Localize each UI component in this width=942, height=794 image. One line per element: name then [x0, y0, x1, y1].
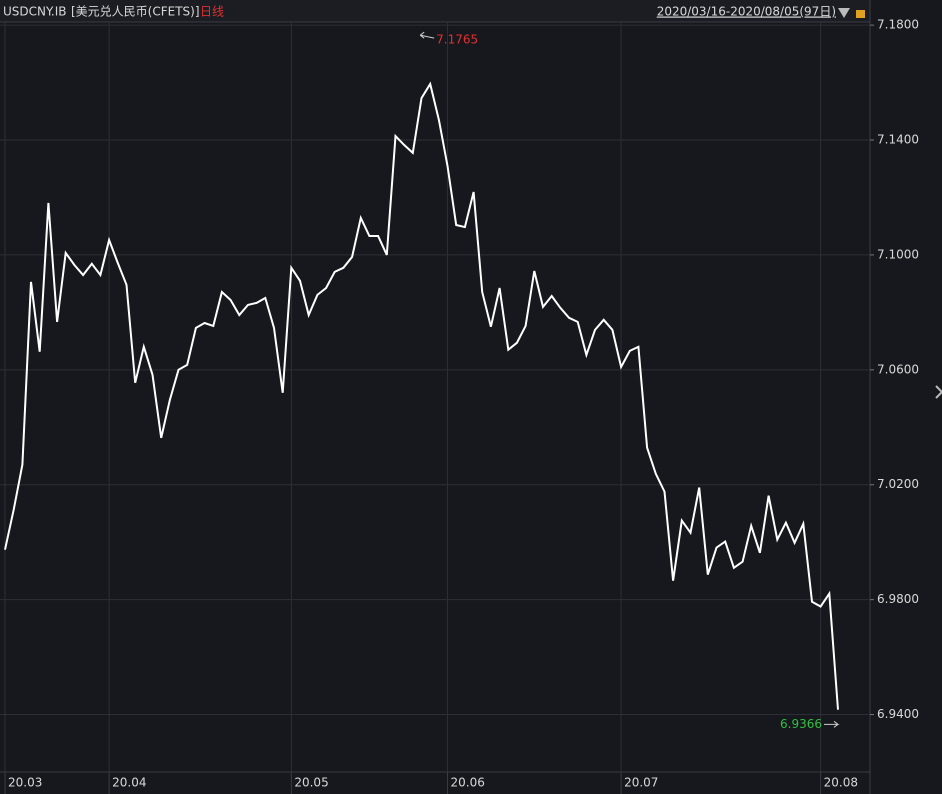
- y-tick-label: 7.1400: [877, 133, 919, 147]
- high-label: 7.1765: [436, 33, 478, 47]
- y-tick-label: 6.9400: [877, 707, 919, 721]
- x-tick-label: 20.08: [824, 776, 858, 790]
- x-tick-label: 20.04: [112, 776, 146, 790]
- symbol: USDCNY.IB: [3, 5, 66, 19]
- expand-arrow[interactable]: [935, 385, 942, 399]
- x-tick-label: 20.07: [624, 776, 658, 790]
- lock-icon[interactable]: [856, 10, 865, 18]
- date-range[interactable]: 2020/03/16-2020/08/05(97日): [657, 5, 836, 19]
- low-label: 6.9366: [780, 717, 822, 731]
- high-arrow: [419, 31, 435, 39]
- instrument-name: [美元兑人民币(CFETS)]: [71, 5, 200, 19]
- y-tick-label: 7.0200: [877, 477, 919, 491]
- x-tick-label: 20.03: [8, 776, 42, 790]
- header-bar: [0, 0, 870, 22]
- y-tick-label: 7.1000: [877, 247, 919, 261]
- y-tick-label: 6.9800: [877, 592, 919, 606]
- x-tick-label: 20.06: [451, 776, 485, 790]
- y-tick-label: 7.1800: [877, 18, 919, 32]
- price-line: [4, 81, 839, 710]
- y-tick-label: 7.0600: [877, 362, 919, 376]
- period[interactable]: 日线: [200, 5, 224, 19]
- low-arrow: [824, 720, 840, 728]
- x-tick-label: 20.05: [294, 776, 328, 790]
- dropdown-icon[interactable]: [838, 8, 850, 18]
